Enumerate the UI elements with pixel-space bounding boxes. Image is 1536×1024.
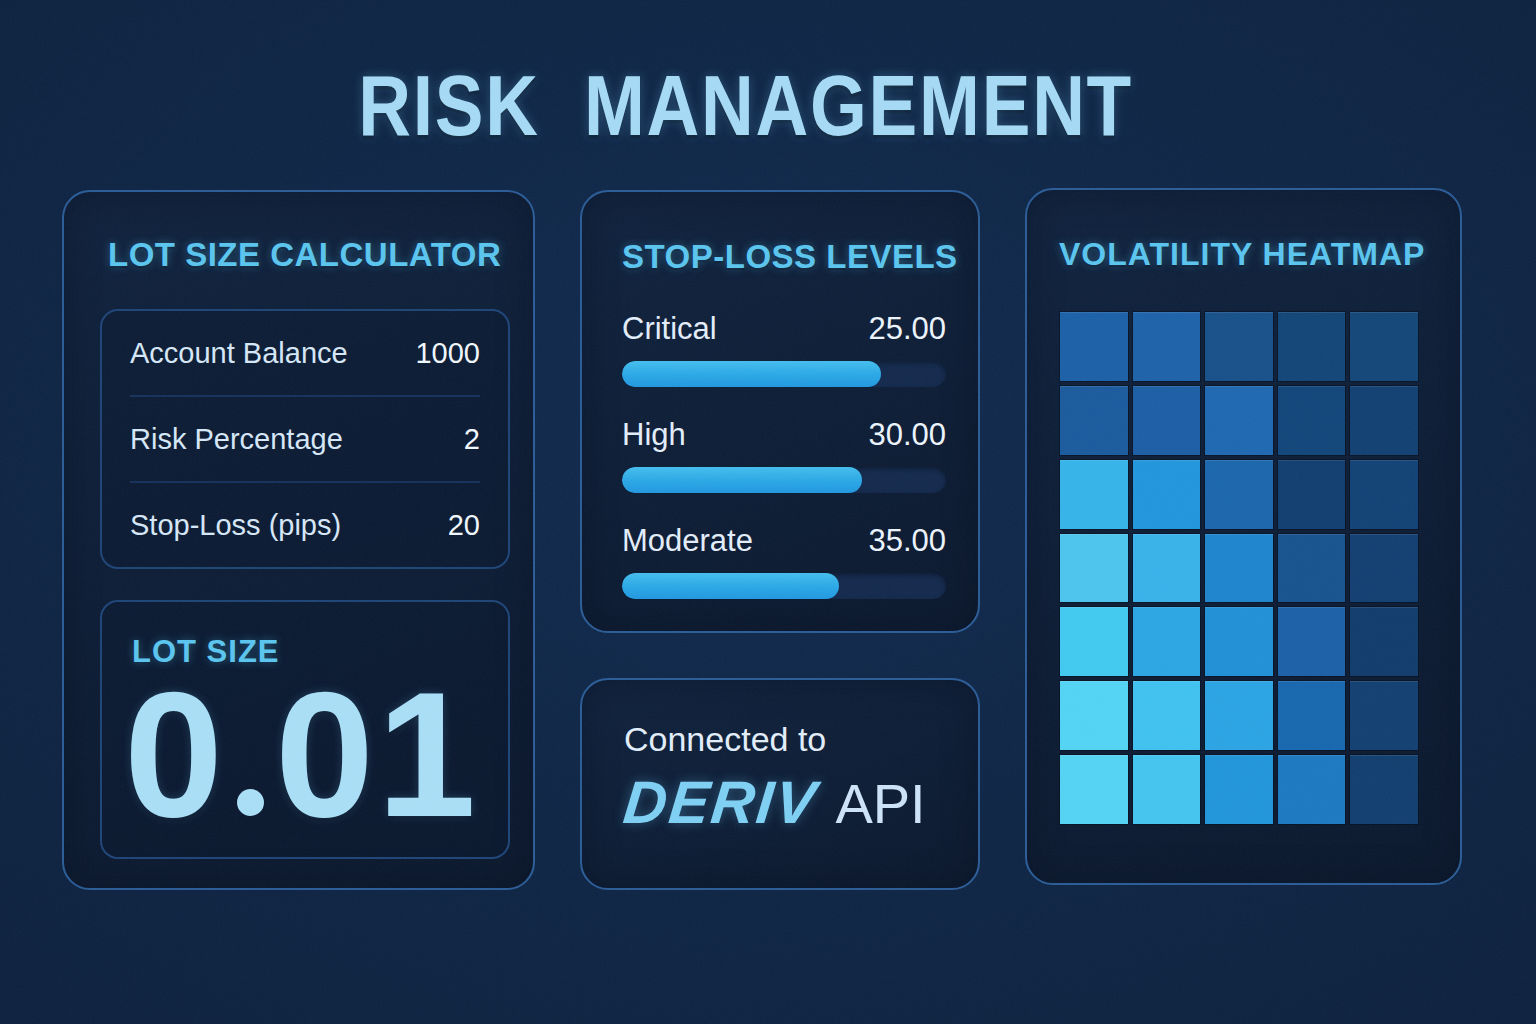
progress-bar-track — [622, 361, 946, 387]
stop-loss-heading: STOP-LOSS LEVELS — [622, 238, 958, 276]
heatmap-cell-r1c2 — [1133, 312, 1201, 381]
heatmap-cell-r5c3 — [1205, 607, 1273, 676]
stop-loss-rows: Critical 25.00 High 30.00 Moderate 35.00 — [622, 311, 946, 629]
heatmap-cell-r4c3 — [1205, 534, 1273, 603]
decimal-dot — [237, 789, 264, 816]
heatmap-cell-r2c1 — [1060, 386, 1128, 455]
heatmap-grid — [1060, 312, 1418, 824]
field-value[interactable]: 1000 — [415, 337, 480, 370]
progress-bar-fill — [622, 467, 862, 493]
stop-loss-panel: STOP-LOSS LEVELS Critical 25.00 High 30.00 M… — [580, 190, 980, 633]
field-label: Stop-Loss (pips) — [130, 509, 341, 542]
heatmap-cell-r1c1 — [1060, 312, 1128, 381]
calculator-field-row: Risk Percentage 2 — [130, 395, 480, 481]
stop-loss-level-value: 25.00 — [868, 311, 946, 347]
volatility-heatmap-heading: VOLATILITY HEATMAP — [1059, 236, 1425, 273]
heatmap-cell-r7c1 — [1060, 755, 1128, 824]
heatmap-cell-r7c4 — [1278, 755, 1346, 824]
connection-panel: Connected to DERIVAPI — [580, 678, 980, 890]
api-text: API — [835, 772, 925, 835]
title-word-1: RISK — [359, 57, 540, 153]
heatmap-cell-r3c3 — [1205, 460, 1273, 529]
stop-loss-row: High 30.00 — [622, 417, 946, 493]
heatmap-cell-r4c1 — [1060, 534, 1128, 603]
lot-size-calculator-heading: LOT SIZE CALCULATOR — [108, 236, 501, 274]
heatmap-cell-r5c5 — [1350, 607, 1418, 676]
volatility-heatmap-panel: VOLATILITY HEATMAP — [1025, 188, 1462, 885]
field-value[interactable]: 2 — [464, 423, 480, 456]
heatmap-cell-r5c1 — [1060, 607, 1128, 676]
heatmap-cell-r1c4 — [1278, 312, 1346, 381]
heatmap-cell-r2c5 — [1350, 386, 1418, 455]
stop-loss-level-label: Critical — [622, 311, 717, 347]
lot-size-result-box: LOT SIZE 001 — [100, 600, 510, 859]
calculator-field-row: Stop-Loss (pips) 20 — [130, 481, 480, 567]
stop-loss-level-label: High — [622, 417, 686, 453]
heatmap-cell-r6c4 — [1278, 681, 1346, 750]
heatmap-cell-r2c3 — [1205, 386, 1273, 455]
heatmap-cell-r4c5 — [1350, 534, 1418, 603]
heatmap-cell-r3c5 — [1350, 460, 1418, 529]
heatmap-cell-r2c4 — [1278, 386, 1346, 455]
calculator-field-row: Account Balance 1000 — [130, 311, 480, 395]
heatmap-cell-r6c3 — [1205, 681, 1273, 750]
heatmap-cell-r6c1 — [1060, 681, 1128, 750]
page-title: RISK MANAGEMENT — [0, 56, 1536, 155]
heatmap-cell-r7c5 — [1350, 755, 1418, 824]
title-word-2: MANAGEMENT — [584, 57, 1133, 153]
heatmap-cell-r3c1 — [1060, 460, 1128, 529]
field-label: Account Balance — [130, 337, 348, 370]
heatmap-cell-r3c2 — [1133, 460, 1201, 529]
connection-status-text: Connected to — [624, 720, 826, 759]
heatmap-cell-r2c2 — [1133, 386, 1201, 455]
stop-loss-level-value: 35.00 — [868, 523, 946, 559]
heatmap-cell-r5c2 — [1133, 607, 1201, 676]
progress-bar-track — [622, 467, 946, 493]
stop-loss-level-value: 30.00 — [868, 417, 946, 453]
heatmap-cell-r1c3 — [1205, 312, 1273, 381]
heatmap-cell-r1c5 — [1350, 312, 1418, 381]
heatmap-cell-r3c4 — [1278, 460, 1346, 529]
connection-brand-line: DERIVAPI — [624, 768, 926, 837]
heatmap-cell-r6c2 — [1133, 681, 1201, 750]
stop-loss-row: Moderate 35.00 — [622, 523, 946, 599]
progress-bar-fill — [622, 361, 881, 387]
progress-bar-fill — [622, 573, 839, 599]
lot-size-value: 001 — [124, 666, 479, 844]
heatmap-cell-r4c2 — [1133, 534, 1201, 603]
stop-loss-level-label: Moderate — [622, 523, 753, 559]
stop-loss-row: Critical 25.00 — [622, 311, 946, 387]
heatmap-cell-r5c4 — [1278, 607, 1346, 676]
field-label: Risk Percentage — [130, 423, 343, 456]
heatmap-cell-r4c4 — [1278, 534, 1346, 603]
deriv-logo: DERIV — [620, 768, 821, 837]
heatmap-cell-r7c3 — [1205, 755, 1273, 824]
calculator-fields-box: Account Balance 1000 Risk Percentage 2 Stop-… — [100, 309, 510, 569]
progress-bar-track — [622, 573, 946, 599]
heatmap-cell-r7c2 — [1133, 755, 1201, 824]
lot-size-calculator-panel: LOT SIZE CALCULATOR Account Balance 1000 R… — [62, 190, 535, 890]
field-value[interactable]: 20 — [448, 509, 480, 542]
heatmap-cell-r6c5 — [1350, 681, 1418, 750]
